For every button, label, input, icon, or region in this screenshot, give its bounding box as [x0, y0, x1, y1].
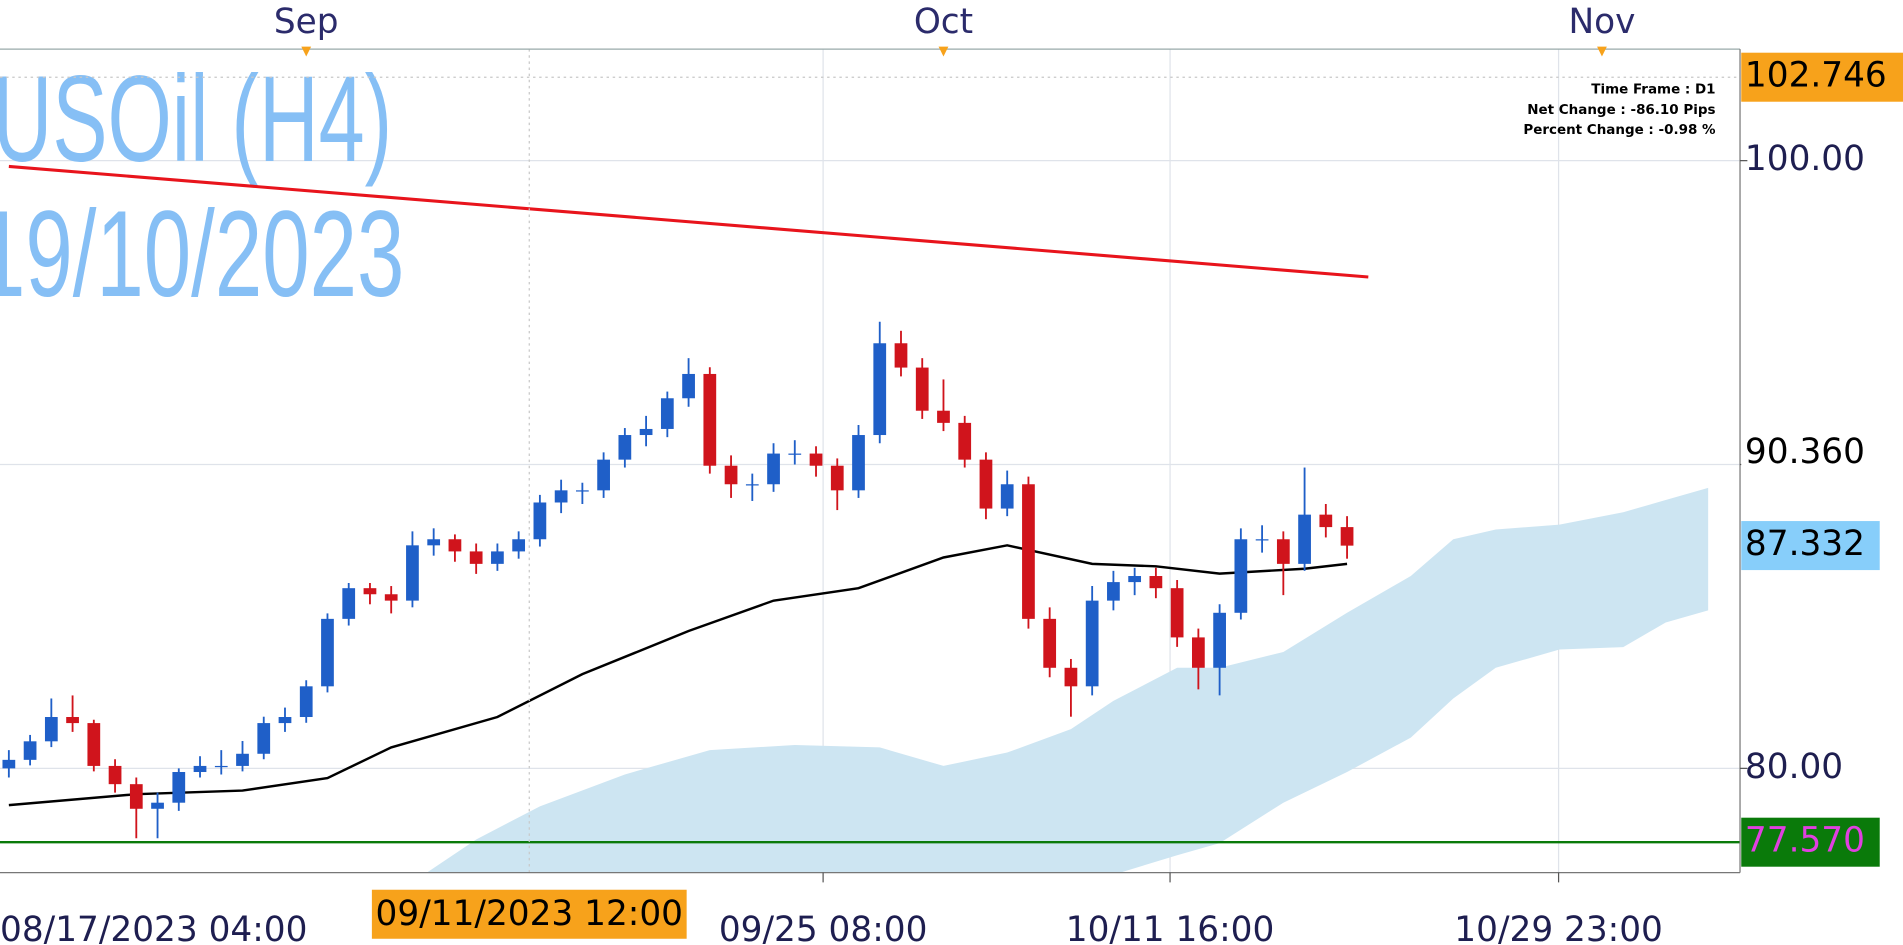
candle-body	[384, 594, 398, 601]
candle-body	[1170, 588, 1184, 638]
level-label-bg	[1741, 817, 1880, 867]
candle-body	[469, 551, 483, 564]
crosshair-y-bg	[1741, 52, 1903, 102]
candle-body	[236, 753, 249, 766]
candle-body	[767, 453, 780, 485]
month-marker	[1597, 46, 1607, 57]
candle-body	[342, 588, 356, 619]
candle-body	[830, 465, 844, 491]
candle-body	[724, 465, 738, 485]
candle-body	[852, 435, 865, 491]
candle-body	[533, 502, 547, 540]
candle-body	[1064, 667, 1078, 687]
candle-body	[172, 772, 186, 803]
candle-body	[1043, 618, 1057, 668]
candle-body	[597, 459, 610, 491]
price-label-bg	[1741, 521, 1880, 571]
candle-body	[278, 717, 292, 724]
candle-body	[1255, 539, 1269, 541]
level-label: 77.570	[1745, 821, 1865, 861]
x-tick-label: 09/25 08:00	[719, 910, 928, 945]
symbol-watermark: USOil (H4)	[0, 50, 392, 187]
candle-body	[1022, 484, 1035, 619]
candle-body	[575, 490, 589, 492]
candle-body	[979, 459, 993, 509]
candle-body	[618, 435, 632, 460]
candle-body	[406, 545, 419, 601]
candle-body	[639, 428, 653, 436]
candle-body	[660, 398, 674, 429]
candle-body	[427, 539, 441, 546]
candle-body	[257, 723, 271, 754]
candle-body	[1149, 576, 1163, 589]
candle-body	[66, 717, 79, 724]
moving-average	[8, 544, 1348, 807]
month-marker	[301, 46, 312, 57]
candle-body	[1107, 582, 1120, 601]
candle-body	[1000, 484, 1014, 509]
candle-body	[745, 484, 759, 486]
candle-body	[129, 784, 143, 809]
crosshair-x-bg	[371, 889, 687, 939]
candle-body	[44, 717, 58, 742]
price-label-bg	[1741, 429, 1880, 479]
candle-body	[915, 367, 929, 411]
candle-body	[873, 343, 887, 436]
candle-body	[23, 741, 37, 760]
candle-body	[1298, 514, 1311, 564]
candle-body	[554, 490, 568, 503]
month-label: Sep	[274, 2, 339, 42]
info-line: Net Change : -86.10 Pips	[1527, 102, 1715, 118]
y-tick-label: 80.00	[1745, 747, 1843, 787]
candle-body	[703, 373, 717, 466]
candle-body	[214, 765, 228, 768]
price-label: 90.360	[1745, 432, 1865, 472]
month-marker	[938, 46, 949, 57]
trendline	[8, 164, 1369, 279]
candle-body	[87, 723, 101, 766]
date-watermark: 19/10/2023	[0, 185, 404, 322]
candle-body	[151, 802, 164, 809]
info-line: Time Frame : D1	[1591, 82, 1715, 98]
candle-body	[491, 551, 504, 564]
month-label: Oct	[914, 2, 973, 42]
candle-body	[682, 373, 695, 399]
candle-body	[1085, 600, 1099, 687]
price-label: 87.332	[1745, 524, 1865, 564]
candle-body	[1191, 637, 1205, 668]
plot-area: USOil (H4)19/10/2023	[0, 49, 1741, 873]
candle-body	[1213, 612, 1226, 668]
candle-body	[448, 539, 462, 552]
candle-body	[321, 618, 334, 687]
crosshair-x-label: 09/11/2023 12:00	[376, 894, 683, 934]
x-tick-label: 10/29 23:00	[1454, 910, 1663, 945]
candle-body	[1319, 514, 1333, 528]
candle-body	[788, 453, 802, 455]
candle-body	[1340, 527, 1354, 546]
candle-body	[809, 453, 823, 466]
candle-body	[1234, 539, 1248, 613]
month-label: Nov	[1568, 2, 1635, 42]
candle-body	[2, 759, 16, 769]
y-tick-label: 100.00	[1745, 139, 1865, 179]
candle-body	[1276, 539, 1290, 564]
ichimoku-cloud	[426, 487, 1709, 873]
candle-body	[937, 410, 950, 423]
candle-body	[512, 539, 526, 552]
x-tick-label: 10/11 16:00	[1066, 910, 1275, 945]
candle-body	[299, 686, 313, 718]
candle-body	[1128, 576, 1142, 583]
candle-body	[108, 765, 122, 785]
candle-body	[193, 765, 207, 773]
candle-body	[958, 422, 972, 460]
candle-body	[363, 588, 377, 595]
crosshair-y-label: 102.746	[1745, 56, 1887, 96]
x-tick-label: 08/17/2023 04:00	[0, 910, 307, 945]
info-line: Percent Change : -0.98 %	[1523, 122, 1716, 138]
candle-body	[894, 343, 908, 368]
